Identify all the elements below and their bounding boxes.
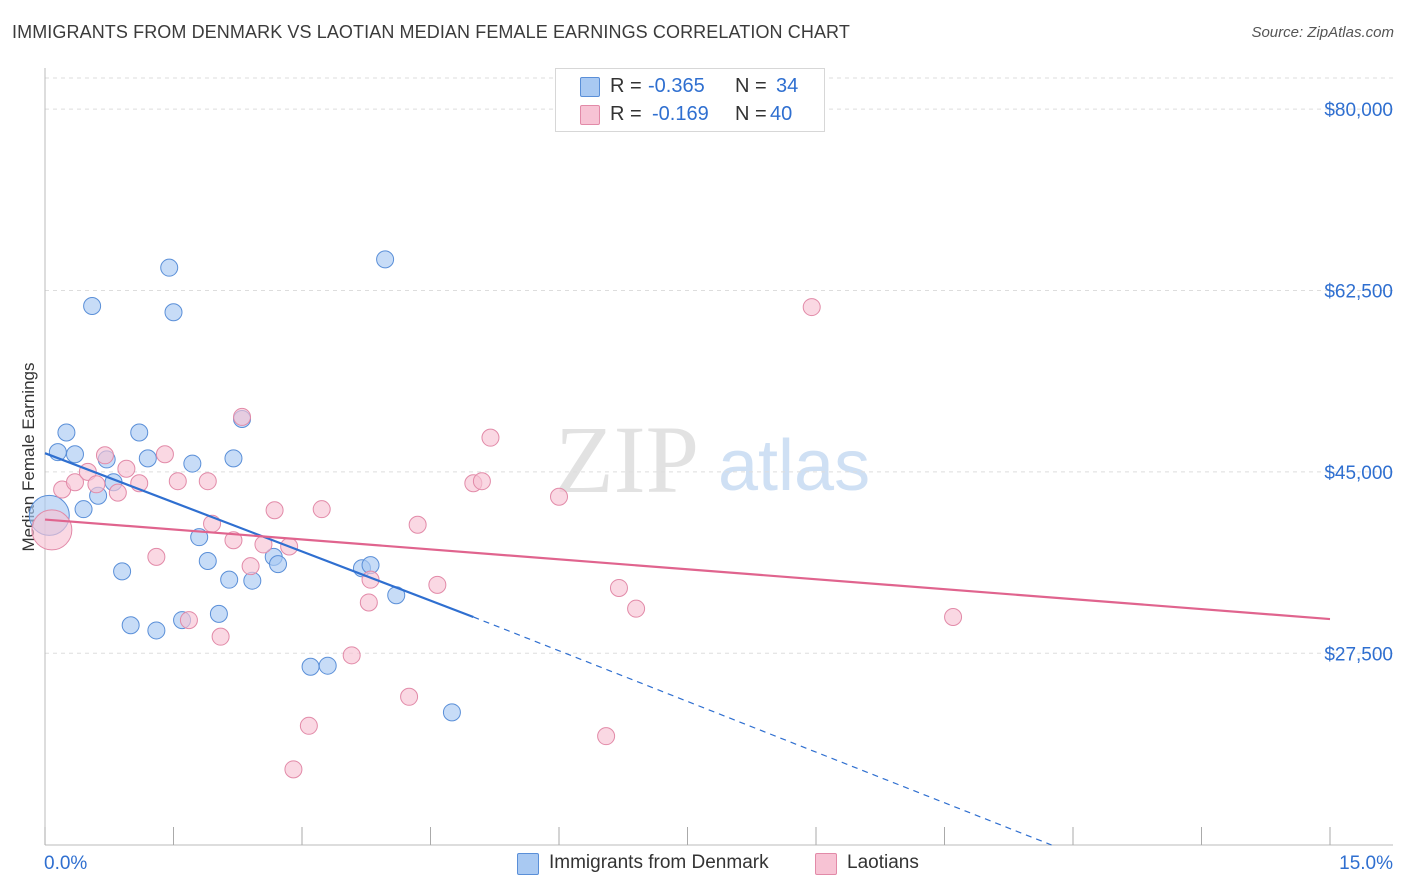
n-label-laotians: N =: [735, 102, 767, 125]
n-value-denmark: 34: [776, 74, 799, 97]
trend-line-laotians: [44, 518, 1331, 621]
x-tick-label-max: 15.0%: [1339, 853, 1393, 874]
data-point-denmark: [121, 616, 140, 635]
data-point-laotians: [147, 547, 166, 566]
pink-swatch-icon: [580, 105, 600, 125]
data-point-laotians: [108, 483, 127, 502]
data-point-denmark: [138, 449, 157, 468]
data-point-laotians: [284, 760, 303, 779]
data-point-denmark: [318, 656, 337, 675]
data-point-laotians: [299, 716, 318, 735]
data-point-denmark: [113, 562, 132, 581]
data-point-denmark: [65, 445, 84, 464]
data-point-laotians: [550, 487, 568, 506]
data-point-laotians: [408, 515, 427, 534]
data-point-laotians: [155, 445, 174, 464]
legend-label-laotians: Laotians: [847, 852, 919, 873]
watermark-zip: ZIP: [555, 406, 699, 513]
data-point-denmark: [220, 570, 239, 589]
data-point-laotians: [95, 446, 114, 465]
legend-pink-swatch-icon: [815, 853, 837, 875]
data-point-denmark: [224, 449, 243, 468]
data-point-denmark: [83, 297, 102, 316]
data-point-denmark: [198, 552, 217, 571]
data-point-laotians: [117, 459, 136, 478]
data-point-denmark: [301, 657, 320, 676]
data-point-laotians: [179, 611, 198, 630]
data-point-denmark: [209, 604, 228, 623]
source-label: Source: ZipAtlas.com: [1251, 24, 1394, 41]
data-point-laotians: [211, 627, 230, 646]
data-point-laotians: [481, 428, 500, 447]
data-point-denmark: [147, 621, 166, 640]
r-label-denmark: R =: [610, 74, 642, 97]
legend-label-denmark: Immigrants from Denmark: [549, 852, 769, 873]
data-point-laotians: [198, 472, 217, 491]
data-point-laotians: [627, 599, 646, 618]
data-point-laotians: [224, 531, 243, 550]
data-point-laotians: [472, 472, 491, 491]
trend-line-denmark-extension: [473, 616, 1052, 846]
data-point-denmark: [442, 703, 461, 722]
blue-swatch-icon: [580, 77, 600, 97]
data-point-denmark: [183, 454, 202, 473]
data-point-laotians: [233, 407, 252, 426]
data-point-laotians: [400, 687, 419, 706]
y-tick-label: $45,000: [1324, 463, 1393, 484]
chart-title: IMMIGRANTS FROM DENMARK VS LAOTIAN MEDIA…: [12, 22, 850, 42]
data-point-denmark: [130, 423, 149, 442]
stats-box: R = -0.365 N = 34 R = -0.169 N = 40: [555, 68, 825, 132]
data-point-laotians: [609, 578, 628, 597]
y-tick-label: $80,000: [1324, 100, 1393, 121]
watermark-atlas: atlas: [718, 426, 870, 506]
y-tick-label: $27,500: [1324, 644, 1393, 665]
n-label-denmark: N =: [735, 74, 767, 97]
data-point-laotians: [87, 475, 106, 494]
data-point-laotians: [241, 557, 260, 576]
data-point-laotians: [944, 607, 963, 626]
data-point-laotians: [312, 500, 331, 519]
data-point-laotians: [802, 298, 821, 317]
data-point-laotians: [359, 593, 378, 612]
data-point-laotians: [65, 473, 84, 492]
data-point-denmark: [74, 500, 93, 519]
data-point-laotians: [168, 472, 187, 491]
data-point-denmark: [57, 423, 76, 442]
data-point-denmark: [269, 555, 288, 574]
y-tick-label: $62,500: [1324, 281, 1393, 302]
data-point-laotians: [265, 501, 284, 520]
n-value-laotians: 40: [770, 102, 793, 125]
data-point-denmark: [160, 258, 179, 277]
data-point-laotians: [597, 727, 616, 746]
data-point-denmark: [376, 250, 395, 269]
data-point-laotians: [31, 509, 73, 551]
x-tick-label-min: 0.0%: [44, 853, 87, 874]
r-label-laotians: R =: [610, 102, 642, 125]
data-point-denmark: [164, 303, 183, 322]
data-point-laotians: [428, 575, 447, 594]
data-point-laotians: [342, 646, 361, 665]
r-value-denmark: -0.365: [648, 74, 705, 97]
r-value-laotians: -0.169: [652, 102, 709, 125]
legend-blue-swatch-icon: [517, 853, 539, 875]
